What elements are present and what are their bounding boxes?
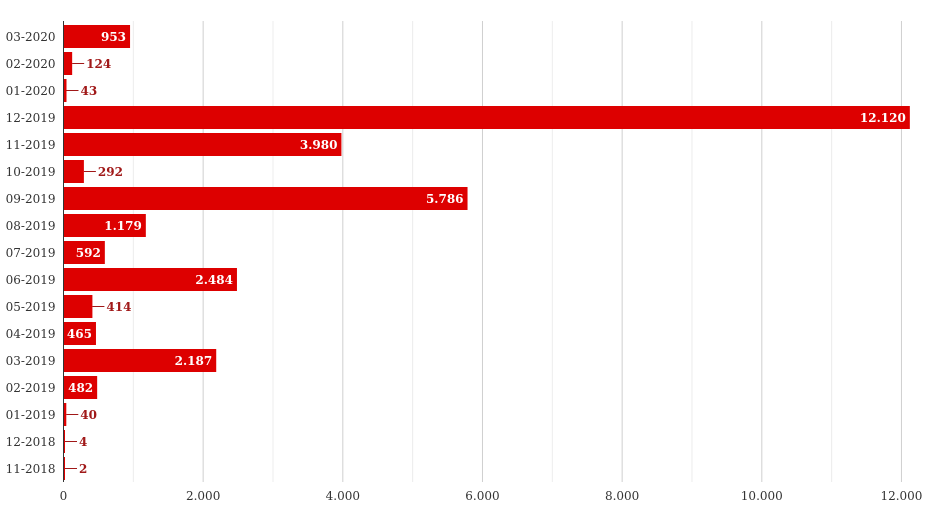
y-tick-label-11-2018: 11-2018	[6, 462, 56, 476]
y-tick-label-03-2020: 03-2020	[6, 30, 56, 44]
bar-01-2019	[63, 403, 67, 426]
bar-11-2019	[63, 133, 342, 156]
x-axis-labels: 0 2.000 4.000 6.000 8.000 10.000 12.000	[60, 489, 923, 503]
y-tick-label-04-2019: 04-2019	[6, 327, 56, 341]
y-tick-label-12-2019: 12-2019	[6, 111, 56, 125]
y-tick-label-07-2019: 07-2019	[6, 246, 56, 260]
value-label-02-2020: 124	[86, 57, 111, 71]
x-tick-label-0: 0	[60, 489, 68, 503]
value-label-05-2019: 414	[106, 300, 131, 314]
value-label-11-2019: 3.980	[300, 138, 338, 152]
y-tick-label-01-2019: 01-2019	[6, 408, 56, 422]
bar-12-2019	[63, 106, 910, 129]
bar-01-2020	[63, 79, 67, 102]
bar-03-2019	[63, 349, 217, 372]
bar-08-2019	[63, 214, 146, 237]
gridlines	[132, 21, 902, 482]
value-label-03-2019: 2.187	[175, 354, 213, 368]
value-label-04-2019: 465	[67, 327, 92, 341]
y-tick-label-10-2019: 10-2019	[6, 165, 56, 179]
y-axis-labels: 03-2020 02-2020 01-2020 12-2019 11-2019 10-20…	[6, 30, 56, 476]
bar-03-2020	[63, 25, 131, 48]
x-tick-label-10000: 10.000	[741, 489, 783, 503]
y-tick-label-06-2019: 06-2019	[6, 273, 56, 287]
x-tick-label-4000: 4.000	[326, 489, 360, 503]
value-label-09-2019: 5.786	[426, 192, 464, 206]
bar-02-2019	[63, 376, 98, 399]
value-label-08-2019: 1.179	[104, 219, 142, 233]
bar-12-2018	[63, 430, 65, 453]
bar-11-2018	[63, 457, 65, 480]
bar-10-2019	[63, 160, 84, 183]
y-tick-label-05-2019: 05-2019	[6, 300, 56, 314]
bar-07-2019	[63, 241, 105, 264]
value-label-07-2019: 592	[76, 246, 101, 260]
bar-05-2019	[63, 295, 93, 318]
value-label-01-2020: 43	[81, 84, 98, 98]
y-tick-label-01-2020: 01-2020	[6, 84, 56, 98]
bar-09-2019	[63, 187, 468, 210]
x-tick-label-2000: 2.000	[186, 489, 220, 503]
y-tick-label-09-2019: 09-2019	[6, 192, 56, 206]
y-tick-label-02-2019: 02-2019	[6, 381, 56, 395]
y-tick-label-08-2019: 08-2019	[6, 219, 56, 233]
value-label-12-2018: 4	[79, 435, 87, 449]
y-tick-label-12-2018: 12-2018	[6, 435, 56, 449]
value-label-03-2020: 953	[101, 30, 126, 44]
y-tick-label-03-2019: 03-2019	[6, 354, 56, 368]
value-label-06-2019: 2.484	[195, 273, 233, 287]
bar-04-2019	[63, 322, 96, 345]
x-tick-label-8000: 8.000	[605, 489, 639, 503]
value-label-02-2019: 482	[68, 381, 93, 395]
value-label-12-2019: 12.120	[860, 111, 906, 125]
value-label-01-2019: 40	[80, 408, 97, 422]
x-tick-label-6000: 6.000	[465, 489, 499, 503]
bar-06-2019	[63, 268, 237, 291]
value-label-11-2018: 2	[79, 462, 87, 476]
value-label-10-2019: 292	[98, 165, 123, 179]
bar-02-2020	[63, 52, 73, 75]
y-tick-label-11-2019: 11-2019	[6, 138, 56, 152]
y-tick-label-02-2020: 02-2020	[6, 57, 56, 71]
x-tick-label-12000: 12.000	[880, 489, 922, 503]
